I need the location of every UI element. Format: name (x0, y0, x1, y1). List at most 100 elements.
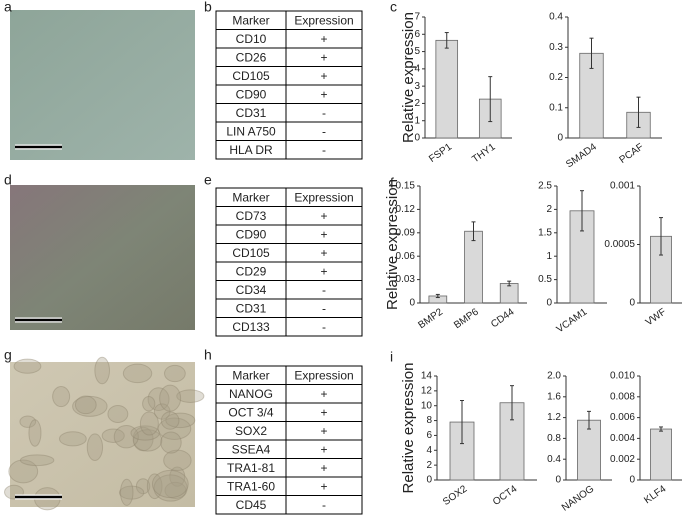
colony (139, 411, 159, 436)
table-header: Marker (232, 13, 269, 27)
colony (13, 358, 42, 374)
table-cell: - (322, 106, 326, 120)
y-tick-label: 0.2 (549, 72, 563, 83)
bar-chart: 0 0.0005 0.001 VWF (604, 181, 682, 328)
table-cell: HLA DR (229, 143, 273, 157)
bar-chart: 0 0.002 0.004 0.006 0.008 0.010 KLF4 (610, 371, 682, 506)
table-cell: CD31 (236, 106, 267, 120)
colony (107, 405, 129, 424)
table-cell: + (320, 209, 327, 223)
y-tick-label: 0.002 (610, 454, 635, 465)
panel-label: e (204, 172, 212, 188)
y-tick-label: 0.006 (610, 412, 635, 423)
colony (164, 364, 186, 383)
colony (147, 387, 170, 412)
colony (8, 459, 39, 484)
x-tick-label: NANOG (560, 483, 597, 513)
y-tick-label: 0 (409, 298, 415, 309)
table-cell: CD29 (236, 264, 267, 278)
bar (435, 39, 459, 139)
y-tick-label: 0.12 (396, 204, 416, 215)
table-cell: - (322, 143, 326, 157)
colony (74, 395, 97, 415)
table-cell: + (320, 461, 327, 475)
table-header: Marker (232, 368, 269, 382)
colony (118, 485, 145, 500)
y-tick-label: 0.5 (538, 274, 552, 285)
colony (19, 415, 37, 428)
table-cell: CD105 (232, 246, 270, 260)
table-cell: CD31 (236, 301, 267, 315)
y-tick-label: 4 (414, 63, 420, 74)
table-cell: + (320, 69, 327, 83)
bar-chart: 0 0.1 0.2 0.3 0.4 SMAD4 PCAF (549, 12, 662, 170)
colony (19, 454, 55, 467)
y-axis-label: Relative expression (384, 179, 401, 310)
colony (86, 433, 104, 462)
table-cell: SOX2 (235, 424, 267, 438)
panel-label: i (390, 349, 393, 365)
bar (464, 230, 483, 304)
colony (58, 431, 87, 447)
colony (113, 425, 139, 449)
table-cell: SSEA4 (232, 442, 271, 456)
colony (101, 428, 125, 443)
table-cell: + (320, 405, 327, 419)
micrograph (10, 185, 195, 330)
table-cell: + (320, 50, 327, 64)
y-tick-label: 2.0 (547, 371, 561, 382)
colony (160, 411, 180, 430)
micrograph (10, 10, 195, 160)
table-cell: + (320, 264, 327, 278)
x-tick-label: CD44 (489, 306, 517, 330)
panel-label: d (4, 172, 12, 188)
table-cell: - (322, 283, 326, 297)
table-cell: NANOG (229, 387, 273, 401)
x-tick-label: VCAM1 (555, 306, 590, 335)
table-cell: CD90 (236, 227, 267, 241)
colony (163, 449, 192, 472)
y-axis-label: Relative expression (400, 12, 417, 143)
colony (159, 384, 182, 412)
y-tick-label: 14 (421, 371, 433, 382)
y-tick-label: 6 (426, 430, 432, 441)
table-cell: CD10 (236, 32, 267, 46)
table-cell: CD34 (236, 283, 267, 297)
table-cell: - (322, 301, 326, 315)
colony (157, 417, 192, 440)
colony (151, 469, 189, 499)
y-tick-label: 4 (426, 445, 432, 456)
x-tick-label: BMP2 (416, 306, 445, 331)
y-tick-label: 0.4 (547, 454, 561, 465)
y-tick-label: 7 (414, 12, 420, 23)
bar (499, 283, 519, 304)
table-cell: + (320, 387, 327, 401)
table-cell: - (322, 124, 326, 138)
y-axis-label: Relative expression (400, 363, 417, 494)
bar (650, 428, 672, 481)
y-tick-label: 0 (414, 133, 420, 144)
colony (160, 431, 182, 454)
colony (130, 425, 160, 441)
table-header: Marker (232, 190, 269, 204)
colony (135, 478, 151, 495)
bar-chart: 0 0.5 1 1.5 2 2.5 VCAM1 (538, 181, 607, 335)
colony (94, 356, 111, 385)
colony (153, 403, 171, 420)
table-cell: LIN A750 (226, 124, 276, 138)
table-cell: + (320, 442, 327, 456)
marker-table: Marker Expression NANOG + OCT 3/4 + SOX2 + SSEA4… (215, 365, 363, 515)
y-tick-label: 10 (421, 400, 433, 411)
table-cell: + (320, 424, 327, 438)
x-tick-label: THY1 (470, 141, 498, 165)
x-tick-label: BMP6 (452, 306, 481, 331)
x-tick-label: OCT4 (491, 483, 520, 508)
y-tick-label: 0 (426, 475, 432, 486)
panel-label: a (4, 0, 12, 15)
colony (119, 478, 134, 506)
table-cell: CD90 (236, 87, 267, 101)
colony (146, 473, 163, 500)
